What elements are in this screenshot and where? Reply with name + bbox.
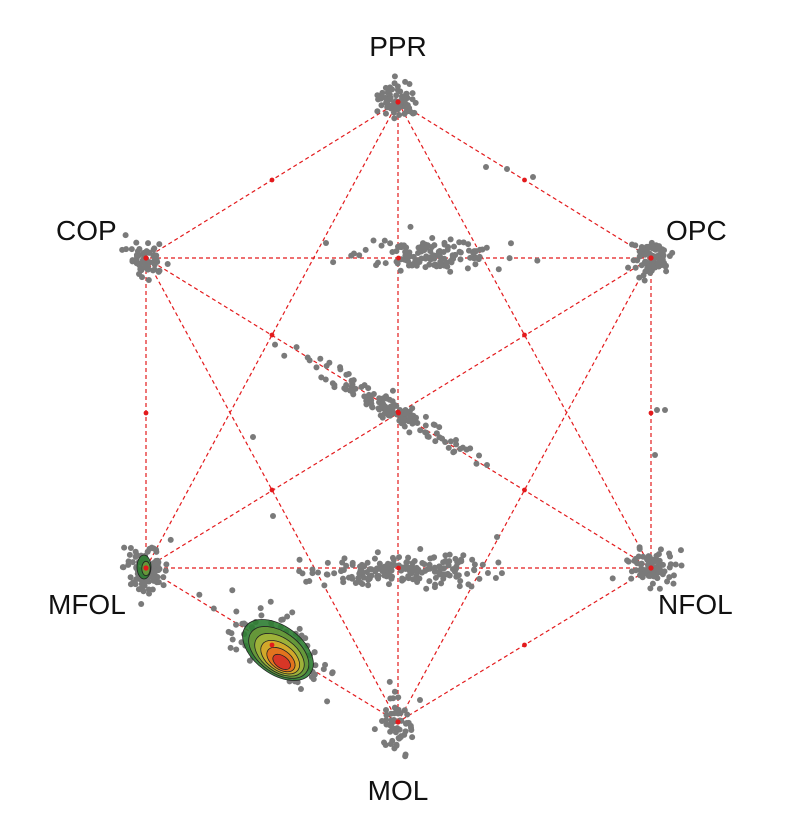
midpoint-5 — [648, 410, 654, 416]
cluster-ppr — [374, 73, 419, 122]
midpoint-13 — [269, 487, 275, 493]
vertex-label-mol: MOL — [368, 775, 429, 806]
node-mfol — [143, 565, 149, 571]
cluster-opc — [625, 239, 676, 284]
midpoint-9 — [522, 642, 527, 648]
midpoint-1 — [522, 332, 527, 338]
midpoint-14 — [143, 410, 149, 416]
vertex-label-ppr: PPR — [369, 31, 427, 62]
node-opc — [648, 255, 654, 261]
midpoint-3 — [269, 332, 275, 338]
edge-ppr-nfol — [397, 101, 652, 569]
cluster-cop — [119, 232, 171, 284]
midpoint-10 — [396, 565, 401, 571]
midpoint-6 — [522, 487, 527, 493]
cluster-nfol — [609, 544, 685, 592]
node-ppr — [395, 99, 401, 105]
stray-points — [250, 164, 668, 713]
density-mfol-mol — [242, 619, 314, 681]
vertex-label-nfol: NFOL — [658, 589, 733, 620]
midpoint-12 — [269, 642, 275, 648]
cluster-cop-opc-mid — [330, 223, 541, 275]
vertex-label-layer: PPR OPC NFOL MOL MFOL COP — [48, 31, 733, 806]
node-nfol — [648, 565, 654, 571]
edge-ppr-mfol — [145, 101, 399, 569]
cluster-mol — [371, 678, 416, 760]
vertex-label-cop: COP — [56, 215, 117, 246]
midpoint-8 — [396, 255, 401, 261]
vertex-label-opc: OPC — [666, 215, 727, 246]
cluster-diagonal-mid — [272, 341, 490, 469]
midpoint-11 — [396, 410, 401, 416]
node-marker-layer — [143, 99, 654, 725]
vertex-label-mfol: MFOL — [48, 589, 126, 620]
density-contour-layer — [136, 554, 314, 681]
point-cloud-layer — [119, 73, 685, 760]
cluster-mfol-nfol-mid — [296, 546, 505, 592]
midpoint-4 — [269, 177, 275, 183]
node-mol — [395, 719, 401, 725]
midpoint-0 — [522, 177, 527, 183]
node-cop — [143, 255, 149, 261]
